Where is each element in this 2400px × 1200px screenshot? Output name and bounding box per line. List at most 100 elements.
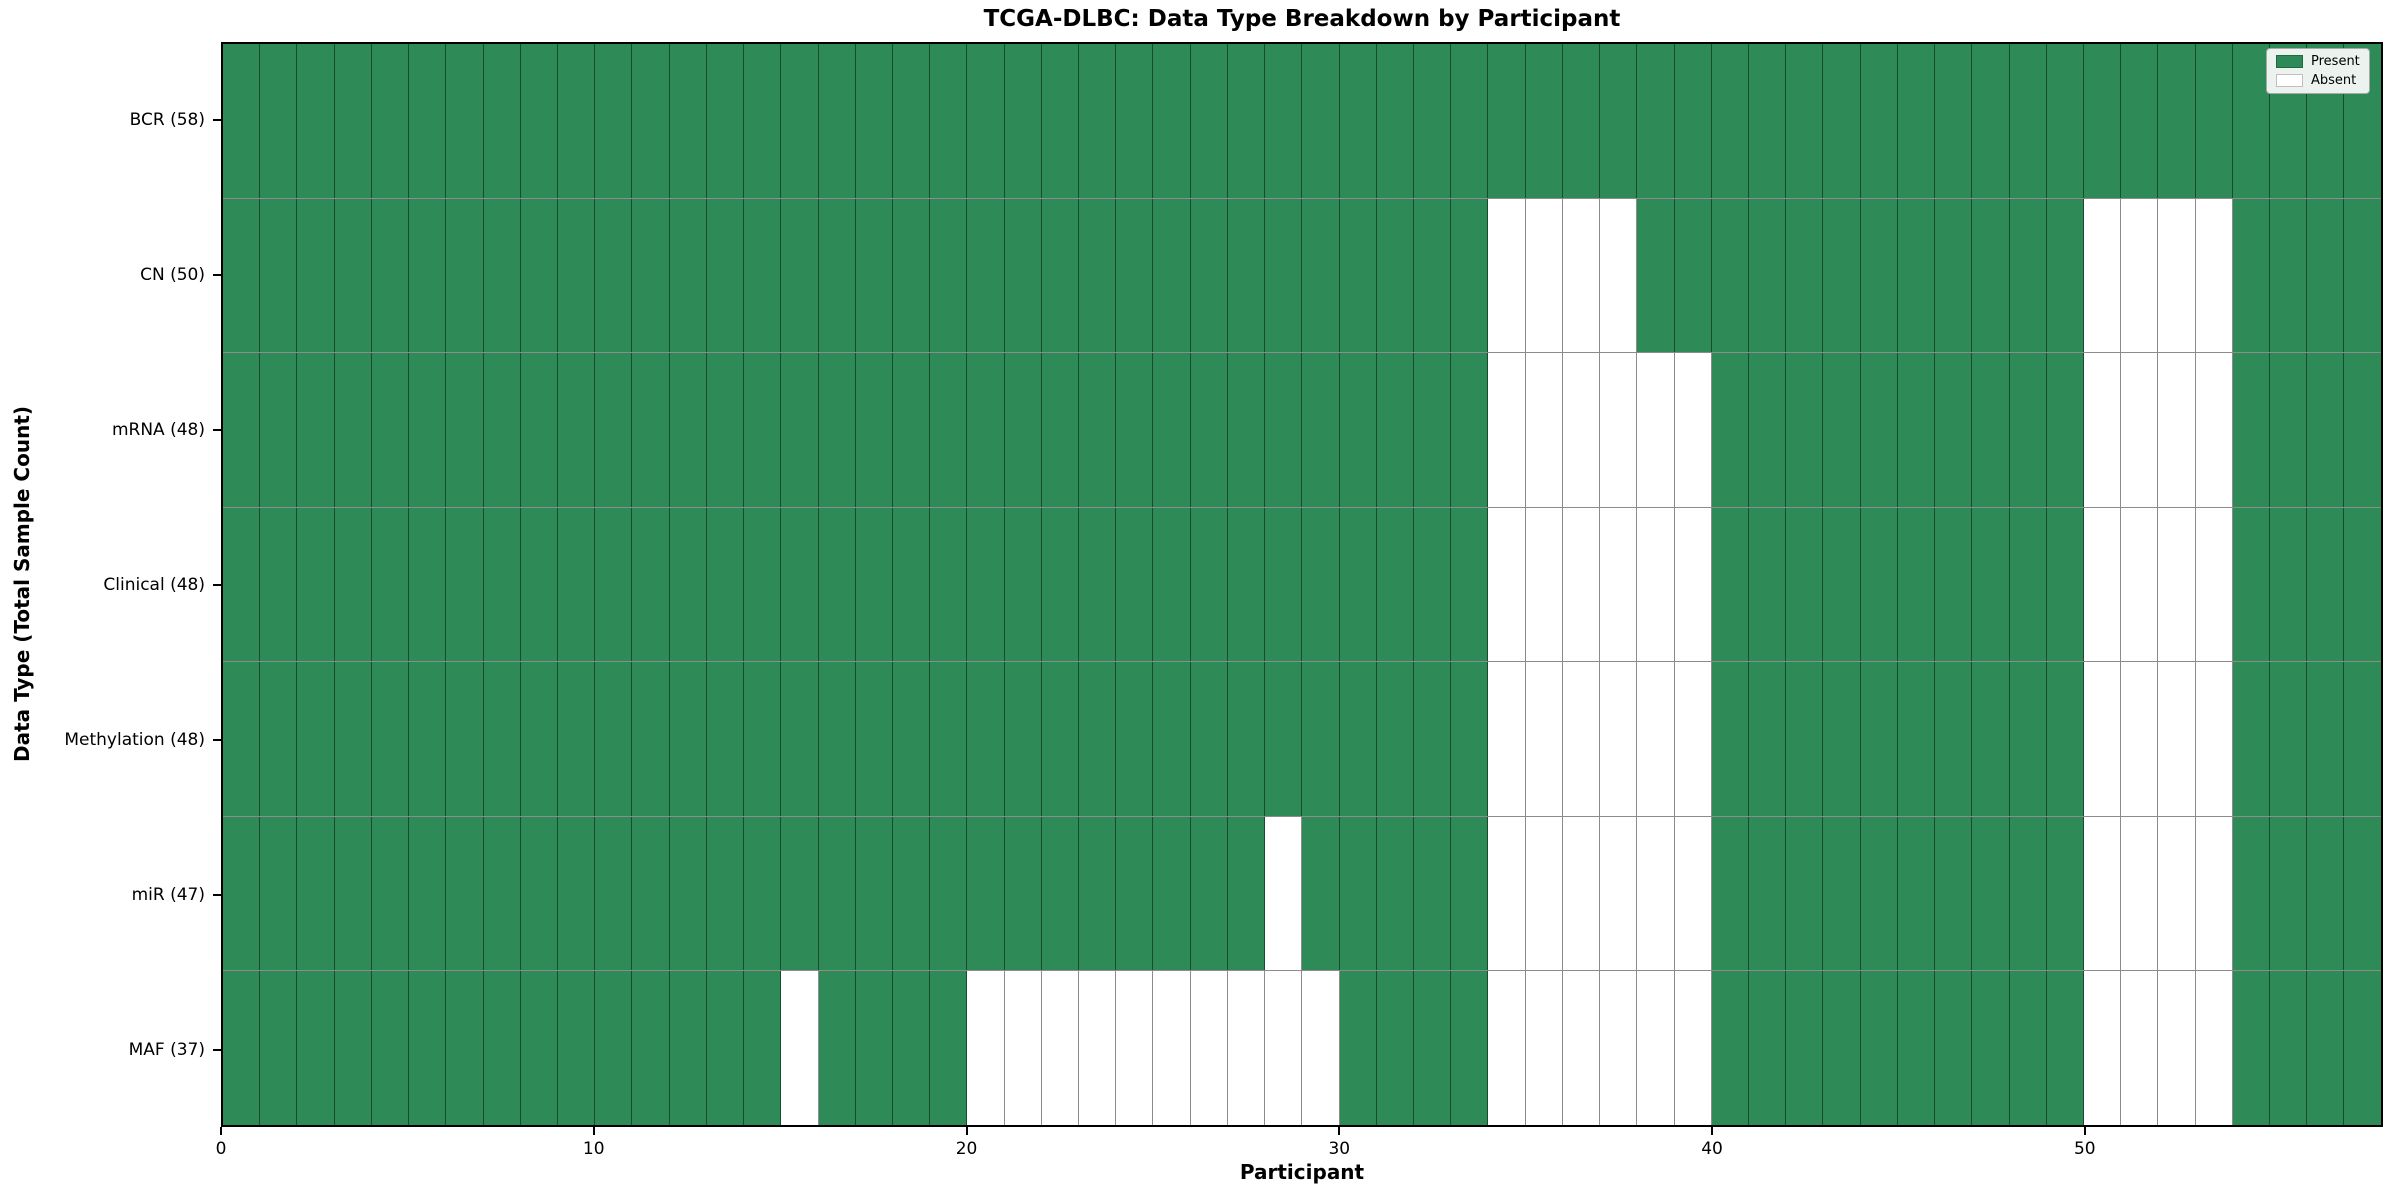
y-tick-label: Clinical (48) [103,574,205,595]
heatmap-row [223,507,2381,663]
heatmap-cell [1004,507,1042,662]
heatmap-cell [1674,662,1712,816]
heatmap-cell [1041,507,1080,662]
heatmap-cell [1153,971,1191,1126]
heatmap-cell [930,816,968,971]
heatmap-cell [1227,971,1266,1126]
heatmap-cell [1748,971,1787,1126]
heatmap-cell [446,816,484,971]
heatmap-cell [1748,353,1787,507]
heatmap-cell [781,198,819,353]
heatmap-cell [1451,353,1489,507]
heatmap-cell [1302,971,1340,1126]
heatmap-cell [706,353,745,507]
heatmap-cell [1414,44,1452,198]
heatmap-cell [855,971,893,1126]
heatmap-cell [1860,198,1898,353]
heatmap-cell [2232,198,2271,353]
x-tick-mark [1711,1127,1714,1135]
heatmap-cell [2232,971,2271,1126]
heatmap-cell [223,44,261,198]
heatmap-cell [1935,198,1973,353]
heatmap-cell [2232,816,2271,971]
heatmap-cell [446,971,484,1126]
heatmap-cell [1265,662,1303,816]
heatmap-cell [1637,507,1675,662]
heatmap-cell [2195,353,2233,507]
heatmap-cell [2158,971,2196,1126]
heatmap-cell [1265,44,1303,198]
heatmap-cell [1748,198,1787,353]
heatmap-cell [1897,507,1936,662]
heatmap-cell [1674,816,1712,971]
heatmap-cell [967,44,1005,198]
heatmap-cell [1004,816,1042,971]
heatmap-cell [371,662,410,816]
heatmap-cell [557,353,596,507]
heatmap-cell [2083,198,2122,353]
heatmap-cell [2232,353,2271,507]
heatmap-cell [297,353,335,507]
heatmap-cell [632,662,670,816]
absent-swatch-icon [2276,74,2303,87]
heatmap-cell [2232,44,2271,198]
heatmap-cell [2195,662,2233,816]
heatmap-cell [595,198,633,353]
x-tick-mark [220,1127,222,1135]
heatmap-cell [1079,816,1117,971]
heatmap-cell [1897,353,1936,507]
heatmap-cell [1004,662,1042,816]
heatmap-cell [781,971,819,1126]
x-tick-label: 20 [955,1139,978,1159]
heatmap-cell [557,662,596,816]
heatmap-cell [2121,198,2159,353]
heatmap-cell [1153,44,1191,198]
heatmap-cell [1004,971,1042,1126]
heatmap-cell [2307,198,2345,353]
heatmap-cell [1823,507,1861,662]
heatmap-cell [371,971,410,1126]
heatmap-cell [1376,198,1414,353]
y-tick-mark [213,583,221,586]
heatmap-cell [1562,662,1601,816]
x-tick-label: 40 [1701,1139,1723,1159]
heatmap-cell [892,353,931,507]
heatmap-cell [2121,353,2159,507]
heatmap-cell [744,353,782,507]
heatmap-cell [334,971,372,1126]
heatmap-cell [2083,816,2122,971]
heatmap-cell [967,198,1005,353]
heatmap-cell [967,971,1005,1126]
x-tick-label: 50 [2073,1139,2096,1159]
heatmap-cell [1600,971,1638,1126]
legend-label-present: Present [2311,54,2360,69]
heatmap-cell [1302,44,1340,198]
heatmap-cell [1823,971,1861,1126]
y-tick-label: MAF (37) [128,1039,205,1060]
heatmap-cell [632,198,670,353]
heatmap-cell [1637,44,1675,198]
heatmap-cell [706,44,745,198]
heatmap-cell [1265,353,1303,507]
heatmap-cell [595,816,633,971]
heatmap-cell [1562,353,1601,507]
heatmap-cell [1600,44,1638,198]
heatmap-cell [2195,44,2233,198]
heatmap-cell [1116,353,1154,507]
heatmap-cell [1786,971,1824,1126]
heatmap-cell [1748,816,1787,971]
heatmap-cell [1674,353,1712,507]
heatmap-cell [2270,816,2308,971]
heatmap-cell [1227,44,1266,198]
heatmap-cell [1600,662,1638,816]
heatmap-cell [297,507,335,662]
heatmap-cell [1786,507,1824,662]
heatmap-cell [818,198,856,353]
legend: Present Absent [2266,48,2370,94]
y-tick-label: Methylation (48) [64,729,205,750]
heatmap-cell [1897,198,1936,353]
x-tick-label: 10 [582,1139,605,1159]
heatmap-cell [855,662,893,816]
heatmap-cell [1190,971,1228,1126]
heatmap-cell [781,353,819,507]
